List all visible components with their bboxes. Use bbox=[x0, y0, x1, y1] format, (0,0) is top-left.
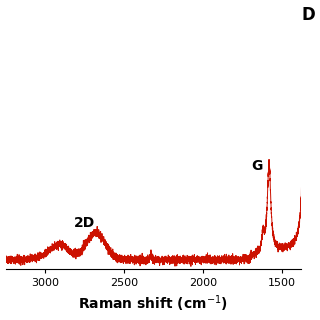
Text: D: D bbox=[302, 6, 316, 24]
Text: G: G bbox=[251, 159, 262, 172]
Text: 2D: 2D bbox=[74, 216, 95, 230]
X-axis label: Raman shift (cm$^{-1}$): Raman shift (cm$^{-1}$) bbox=[78, 294, 228, 315]
